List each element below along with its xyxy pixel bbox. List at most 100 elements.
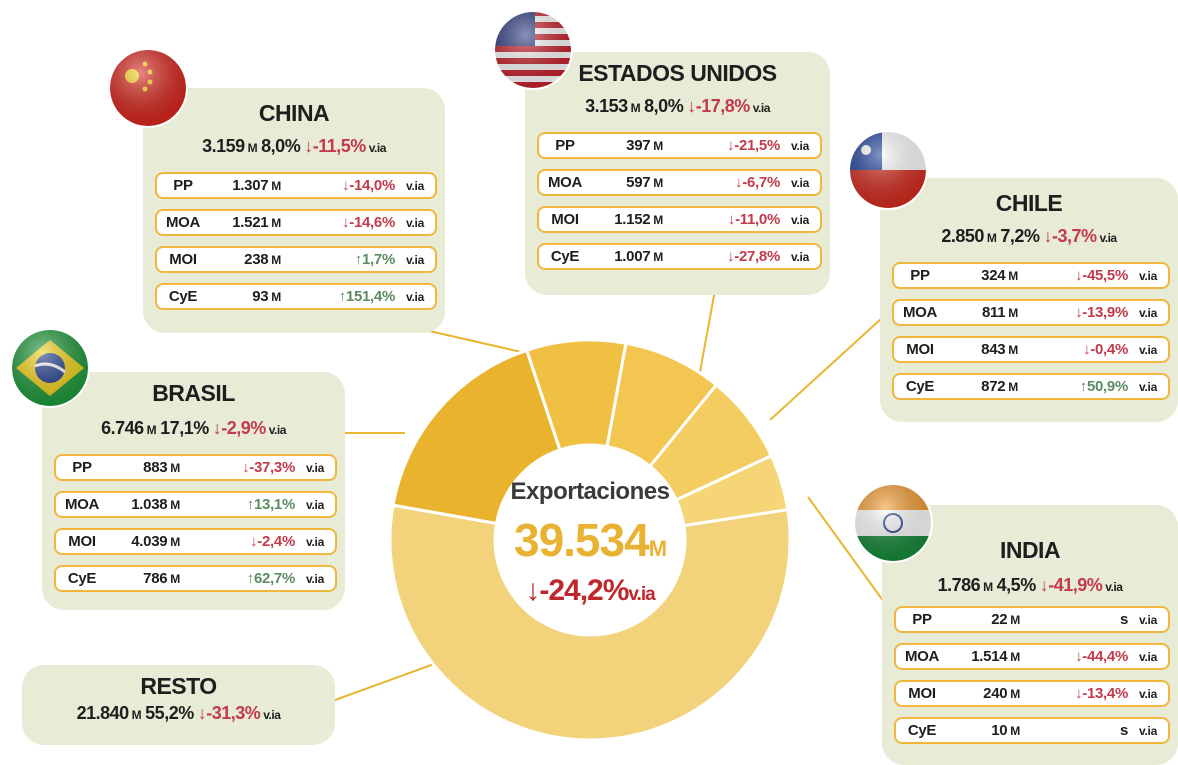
product-change: ↑50,9%: [1079, 378, 1129, 395]
share: 4,5%: [996, 575, 1037, 595]
product-change: ↑13,1%: [246, 496, 296, 513]
center-total: 39.534M: [440, 513, 740, 567]
product-name: CyE: [67, 570, 97, 587]
change-unit: v.ia: [628, 584, 655, 605]
product-name: CyE: [907, 722, 937, 739]
product-row: MOA 811 M ↓-13,9% v.ia: [892, 299, 1170, 326]
donut: [388, 338, 792, 742]
change-unit: v.ia: [306, 534, 324, 549]
product-amount: 1.152: [614, 211, 651, 228]
product-row: PP 883 M ↓-37,3% v.ia: [54, 454, 337, 481]
change-unit: v.ia: [406, 252, 424, 267]
change-value: ↓-2,9%: [212, 418, 267, 438]
product-name: MOA: [64, 496, 100, 513]
product-row: PP 324 M ↓-45,5% v.ia: [892, 262, 1170, 289]
unit: M: [653, 139, 663, 153]
product-name: PP: [555, 137, 575, 154]
unit: M: [1010, 724, 1020, 738]
unit: M: [271, 253, 281, 267]
product-name: MOI: [169, 251, 197, 268]
unit: M: [653, 176, 663, 190]
product-amount: 1.521: [232, 214, 269, 231]
product-amount: 811: [981, 304, 1006, 321]
unit: M: [653, 250, 663, 264]
product-amount: 883: [143, 459, 168, 476]
product-amount: 1.514: [971, 648, 1008, 665]
change-unit: v.ia: [1139, 686, 1157, 701]
product-change: ↓-13,4%: [1075, 685, 1128, 702]
change-unit: v.ia: [1139, 379, 1157, 394]
country-name: BRASIL: [152, 380, 235, 406]
total-unit: M: [648, 536, 667, 561]
product-row: CyE 872 M ↑50,9% v.ia: [892, 373, 1170, 400]
product-amount: 397: [626, 137, 651, 154]
product-name: MOA: [547, 174, 583, 191]
product-row: CyE 1.007 M ↓-27,8% v.ia: [537, 243, 822, 270]
unit: M: [1008, 380, 1018, 394]
country-card: ESTADOS UNIDOS 3.153 M 8,0% ↓-17,8% v.ia PP 397…: [525, 52, 830, 295]
product-row: MOA 1.514 M ↓-44,4% v.ia: [894, 643, 1170, 670]
change-unit: v.ia: [1105, 580, 1123, 594]
unit: M: [630, 101, 641, 115]
product-change: ↓-21,5%: [727, 137, 780, 154]
product-value: 883 M: [108, 459, 180, 476]
donut-segment: [391, 348, 562, 526]
exports-value: 2.850: [941, 226, 984, 246]
change-unit: v.ia: [1139, 649, 1157, 664]
change-unit: v.ia: [406, 215, 424, 230]
country-card: CHINA 3.159 M 8,0% ↓-11,5% v.ia PP 1.307 M ↓-14,0…: [143, 88, 445, 333]
product-amount: 324: [981, 267, 1006, 284]
product-value: 4.039 M: [108, 533, 180, 550]
product-change: ↓-14,0%: [342, 177, 395, 194]
product-change: ↓-0,4%: [1083, 341, 1128, 358]
product-value: 238 M: [209, 251, 281, 268]
product-name: PP: [912, 611, 932, 628]
product-change: ↓-45,5%: [1075, 267, 1128, 284]
unit: M: [247, 141, 258, 155]
change: ↓-11,5% v.ia: [304, 136, 386, 156]
unit: M: [983, 580, 993, 594]
exports-value: 3.159: [202, 136, 245, 156]
change-unit: v.ia: [306, 460, 324, 475]
country-card: RESTO 21.840 M 55,2% ↓-31,3% v.ia: [22, 665, 335, 745]
share: 7,2%: [1000, 226, 1040, 246]
unit: M: [170, 535, 180, 549]
country-stats: 3.159 M 8,0% ↓-11,5% v.ia: [143, 136, 445, 157]
unit: M: [653, 213, 663, 227]
change-unit: v.ia: [406, 289, 424, 304]
product-value: 1.514 M: [948, 648, 1020, 665]
product-amount: 240: [983, 685, 1008, 702]
product-row: MOA 1.521 M ↓-14,6% v.ia: [155, 209, 437, 236]
unit: M: [1010, 650, 1020, 664]
product-name: PP: [72, 459, 92, 476]
product-change: s: [1119, 611, 1128, 628]
change-unit: v.ia: [791, 175, 809, 190]
change-unit: v.ia: [406, 178, 424, 193]
country-name: RESTO: [140, 673, 217, 699]
product-name: MOI: [908, 685, 936, 702]
change-value: ↓-11,5%: [304, 136, 366, 156]
center-title: Exportaciones: [510, 478, 670, 505]
exports-value: 21.840: [76, 703, 130, 723]
product-amount: 238: [244, 251, 269, 268]
unit: M: [170, 498, 180, 512]
product-row: CyE 786 M ↑62,7% v.ia: [54, 565, 337, 592]
product-name: MOI: [68, 533, 96, 550]
country-name: CHILE: [995, 190, 1063, 216]
connector: [769, 317, 883, 421]
country-name: ESTADOS UNIDOS: [578, 60, 777, 86]
product-change: ↑62,7%: [246, 570, 296, 587]
share: 8,0%: [261, 136, 301, 156]
change-unit: v.ia: [1139, 305, 1157, 320]
product-amount: 597: [626, 174, 651, 191]
change-unit: v.ia: [1139, 268, 1157, 283]
product-row: PP 397 M ↓-21,5% v.ia: [537, 132, 822, 159]
product-amount: 843: [981, 341, 1006, 358]
product-name: MOA: [904, 648, 940, 665]
product-row: MOA 1.038 M ↑13,1% v.ia: [54, 491, 337, 518]
product-name: PP: [910, 267, 930, 284]
